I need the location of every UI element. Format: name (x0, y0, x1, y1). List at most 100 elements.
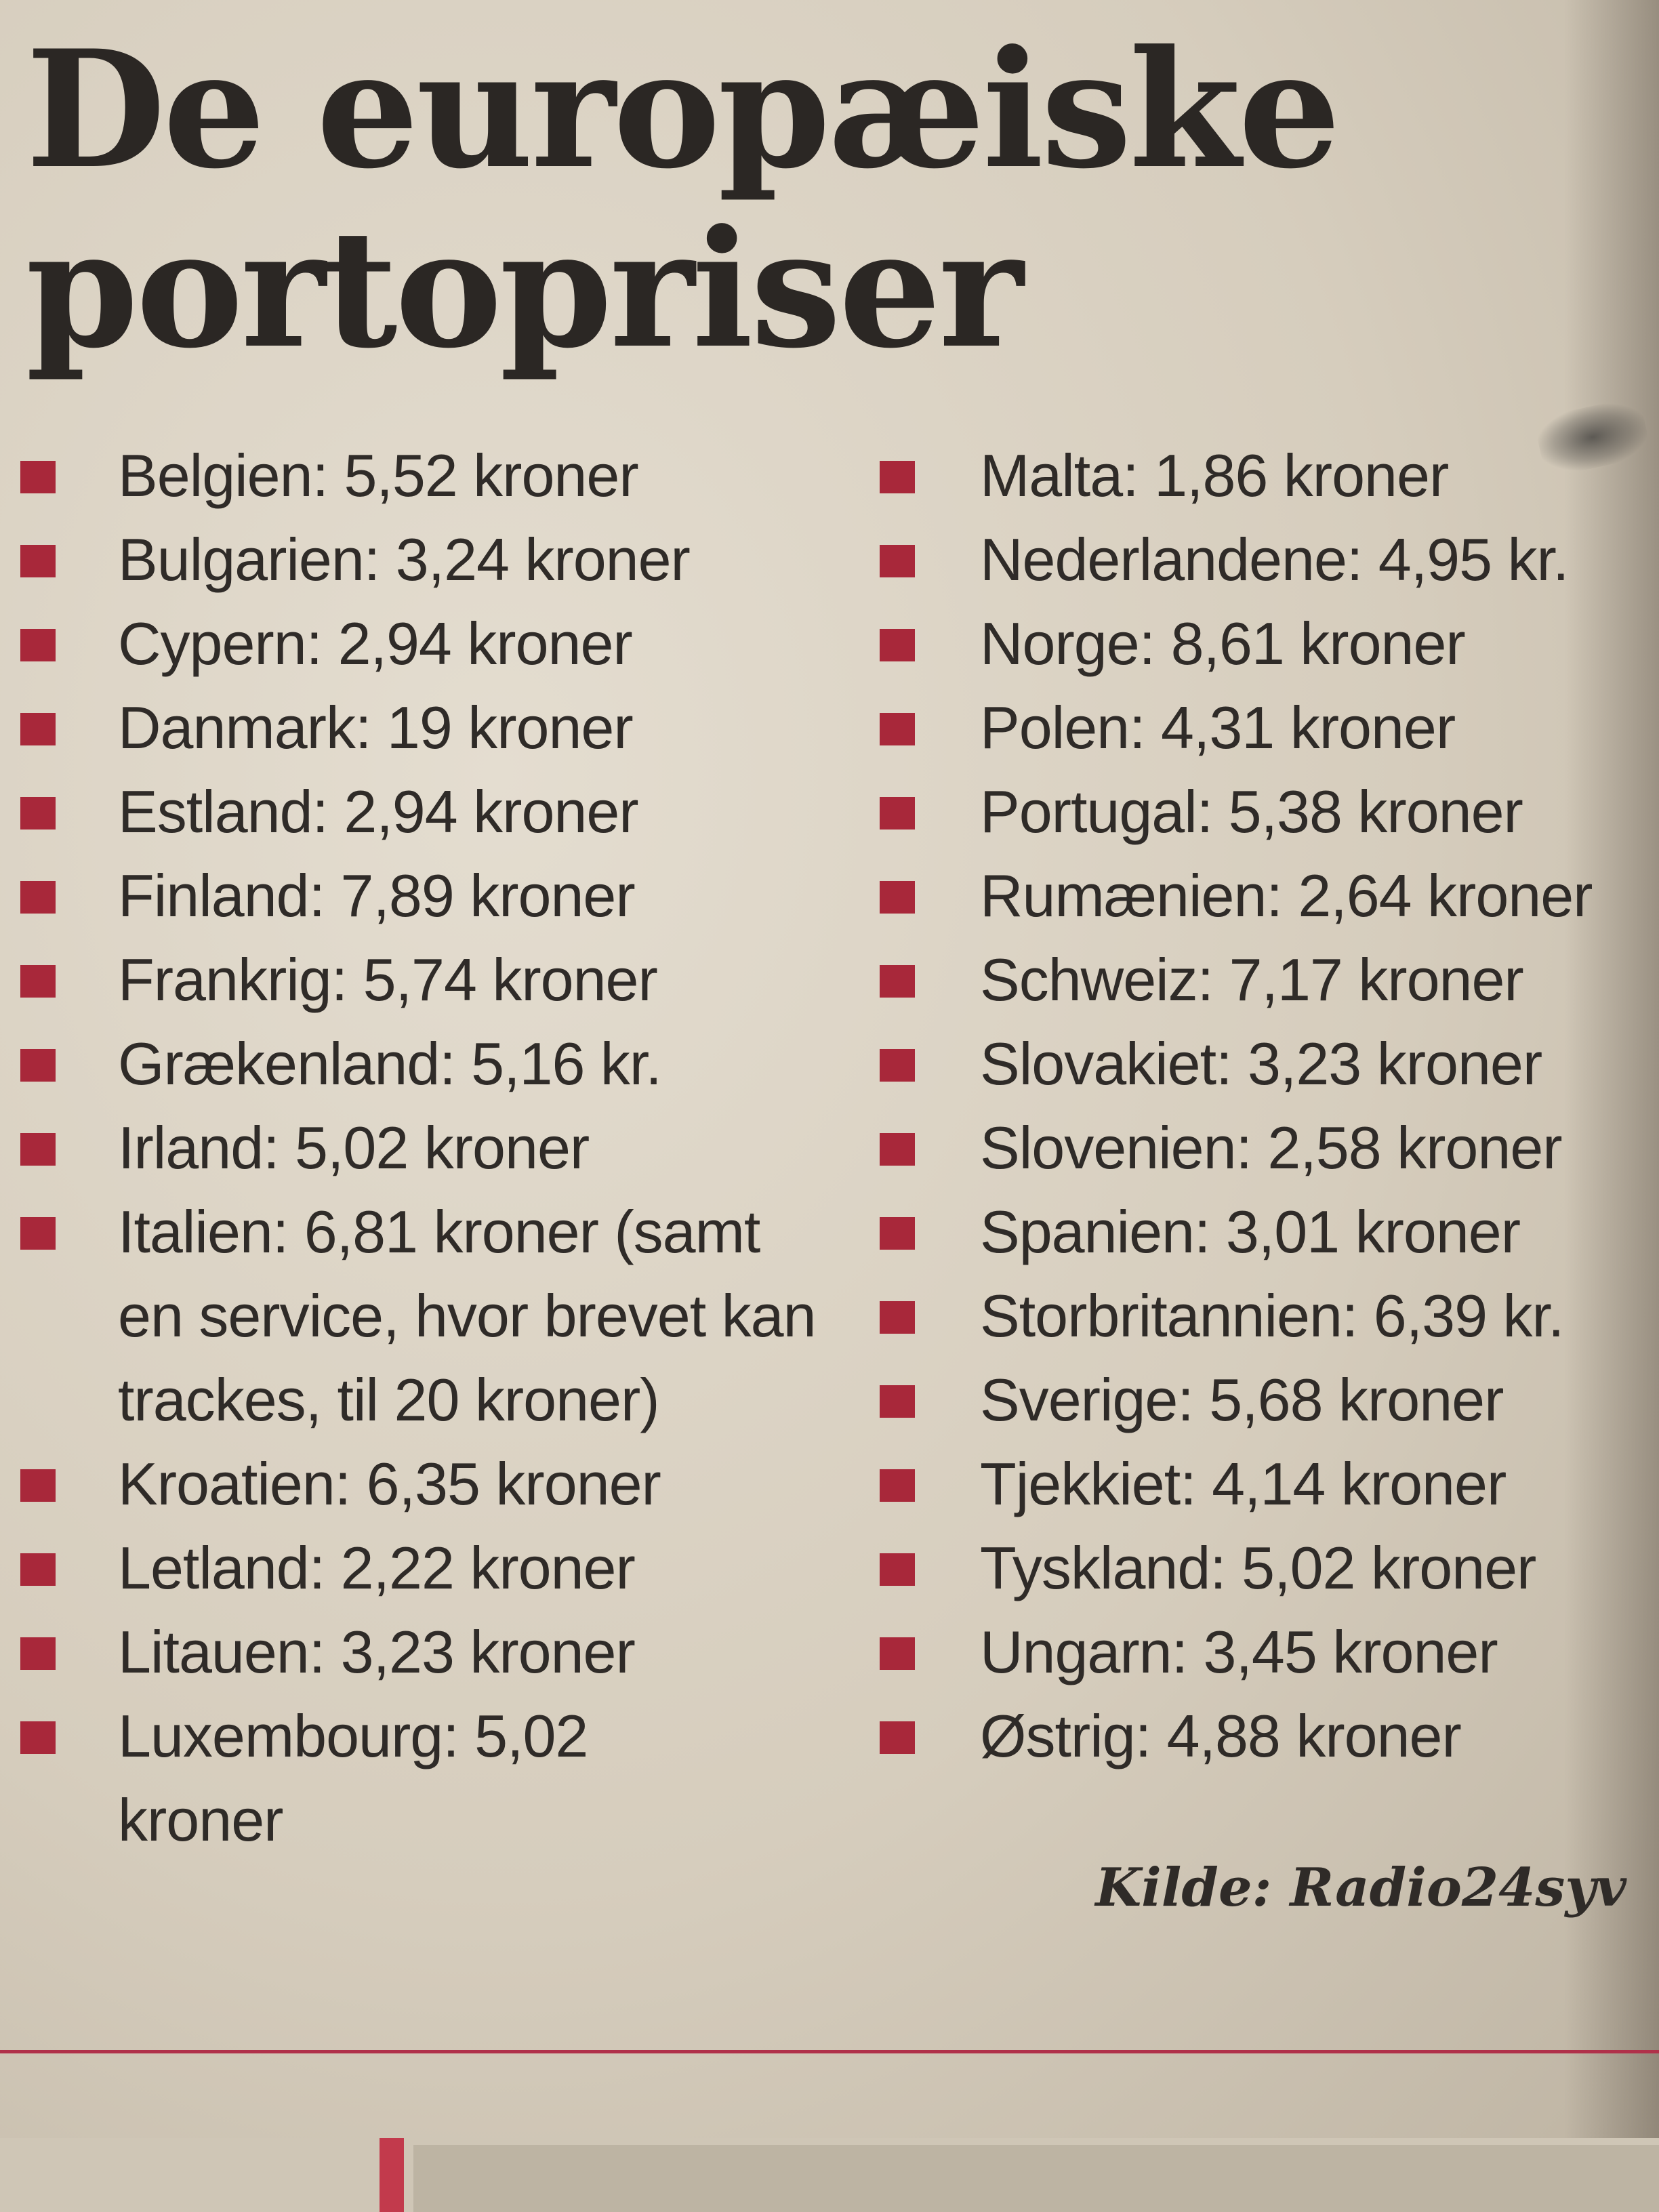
square-bullet-icon (880, 881, 915, 914)
price-entry: Schweiz: 7,17 kroner (980, 946, 1524, 1013)
price-entry: Letland: 2,22 kroner (118, 1534, 636, 1601)
list-item: Tyskland: 5,02 kroner (880, 1526, 1625, 1610)
price-entry: Tjekkiet: 4,14 kroner (980, 1450, 1507, 1517)
price-entry: Norge: 8,61 kroner (980, 610, 1466, 677)
list-item: Letland: 2,22 kroner (18, 1526, 831, 1610)
price-entry: Polen: 4,31 kroner (980, 694, 1456, 761)
list-item: Slovenien: 2,58 kroner (880, 1106, 1625, 1190)
square-bullet-icon (20, 797, 56, 830)
square-bullet-icon (880, 797, 915, 830)
source-credit: Kilde: Radio24syv (1095, 1857, 1626, 1919)
square-bullet-icon (880, 965, 915, 998)
list-item: Cypern: 2,94 kroner (18, 602, 831, 686)
square-bullet-icon (20, 461, 56, 493)
price-entry: Østrig: 4,88 kroner (980, 1702, 1462, 1769)
square-bullet-icon (880, 545, 915, 577)
price-entry: Ungarn: 3,45 kroner (980, 1618, 1498, 1685)
list-item: Ungarn: 3,45 kroner (880, 1610, 1625, 1694)
price-entry: Slovenien: 2,58 kroner (980, 1114, 1563, 1181)
price-entry: Estland: 2,94 kroner (118, 778, 639, 845)
price-entry: Storbritannien: 6,39 kr. (980, 1282, 1564, 1349)
list-item: Malta: 1,86 kroner (880, 434, 1625, 518)
square-bullet-icon (20, 1721, 56, 1754)
square-bullet-icon (20, 881, 56, 914)
square-bullet-icon (20, 1049, 56, 1082)
square-bullet-icon (880, 1469, 915, 1502)
list-item: Danmark: 19 kroner (18, 686, 831, 770)
price-entry: Danmark: 19 kroner (118, 694, 634, 761)
price-entry: Slovakiet: 3,23 kroner (980, 1030, 1542, 1097)
list-item: Irland: 5,02 kroner (18, 1106, 831, 1190)
price-entry: Bulgarien: 3,24 kroner (118, 526, 691, 593)
list-item: Storbritannien: 6,39 kr. (880, 1274, 1625, 1358)
list-item: Spanien: 3,01 kroner (880, 1190, 1625, 1274)
list-item: Rumænien: 2,64 kroner (880, 854, 1625, 938)
square-bullet-icon (880, 1301, 915, 1334)
list-item: Nederlandene: 4,95 kr. (880, 518, 1625, 602)
price-entry: Finland: 7,89 kroner (118, 862, 636, 929)
square-bullet-icon (880, 1133, 915, 1166)
price-entry: Irland: 5,02 kroner (118, 1114, 590, 1181)
list-item: Portugal: 5,38 kroner (880, 770, 1625, 854)
square-bullet-icon (880, 1385, 915, 1418)
square-bullet-icon (880, 461, 915, 493)
price-entry: Grækenland: 5,16 kr. (118, 1030, 662, 1097)
list-item: Østrig: 4,88 kroner (880, 1694, 1625, 1778)
next-article-strip (0, 2138, 1659, 2212)
divider-rule (0, 2050, 1659, 2053)
price-entry: Frankrig: 5,74 kroner (118, 946, 658, 1013)
list-item: Norge: 8,61 kroner (880, 602, 1625, 686)
title-line-1: De europæiske (26, 16, 1340, 205)
price-entry: Tyskland: 5,02 kroner (980, 1534, 1536, 1601)
list-item: Italien: 6,81 kroner (samt en service, h… (18, 1190, 831, 1442)
price-entry: Sverige: 5,68 kroner (980, 1366, 1504, 1433)
square-bullet-icon (880, 1049, 915, 1082)
page-shadow (1564, 0, 1659, 2212)
price-entry: Portugal: 5,38 kroner (980, 778, 1523, 845)
list-item: Bulgarien: 3,24 kroner (18, 518, 831, 602)
price-entry: Italien: 6,81 kroner (samt en service, h… (118, 1198, 817, 1433)
square-bullet-icon (20, 1553, 56, 1586)
square-bullet-icon (880, 1217, 915, 1250)
square-bullet-icon (880, 629, 915, 661)
list-item: Schweiz: 7,17 kroner (880, 938, 1625, 1022)
title-line-2: portopriser (26, 195, 1023, 384)
list-item: Sverige: 5,68 kroner (880, 1358, 1625, 1442)
accent-bar (380, 2138, 404, 2212)
price-list-left: Belgien: 5,52 kroner Bulgarien: 3,24 kro… (18, 434, 831, 1862)
square-bullet-icon (880, 1553, 915, 1586)
list-item: Finland: 7,89 kroner (18, 854, 831, 938)
price-entry: Malta: 1,86 kroner (980, 442, 1449, 509)
price-entry: Nederlandene: 4,95 kr. (980, 526, 1569, 593)
price-entry: Cypern: 2,94 kroner (118, 610, 633, 677)
square-bullet-icon (20, 965, 56, 998)
list-item: Luxembourg: 5,02 kroner (18, 1694, 701, 1862)
square-bullet-icon (20, 1217, 56, 1250)
square-bullet-icon (20, 545, 56, 577)
square-bullet-icon (20, 1469, 56, 1502)
square-bullet-icon (20, 1637, 56, 1670)
list-item: Kroatien: 6,35 kroner (18, 1442, 831, 1526)
price-entry: Kroatien: 6,35 kroner (118, 1450, 661, 1517)
list-item: Tjekkiet: 4,14 kroner (880, 1442, 1625, 1526)
list-item: Slovakiet: 3,23 kroner (880, 1022, 1625, 1106)
square-bullet-icon (880, 713, 915, 745)
price-entry: Belgien: 5,52 kroner (118, 442, 639, 509)
square-bullet-icon (20, 713, 56, 745)
list-item: Belgien: 5,52 kroner (18, 434, 831, 518)
price-entry: Luxembourg: 5,02 kroner (118, 1702, 588, 1853)
price-entry: Litauen: 3,23 kroner (118, 1618, 636, 1685)
page-title: De europæiske portopriser (26, 16, 1340, 384)
price-entry: Rumænien: 2,64 kroner (980, 862, 1593, 929)
price-list-right: Malta: 1,86 kroner Nederlandene: 4,95 kr… (880, 434, 1625, 1778)
square-bullet-icon (20, 1133, 56, 1166)
next-article-box (413, 2145, 1659, 2212)
list-item: Frankrig: 5,74 kroner (18, 938, 831, 1022)
square-bullet-icon (880, 1721, 915, 1754)
list-item: Estland: 2,94 kroner (18, 770, 831, 854)
square-bullet-icon (880, 1637, 915, 1670)
square-bullet-icon (20, 629, 56, 661)
list-item: Litauen: 3,23 kroner (18, 1610, 831, 1694)
list-item: Grækenland: 5,16 kr. (18, 1022, 831, 1106)
